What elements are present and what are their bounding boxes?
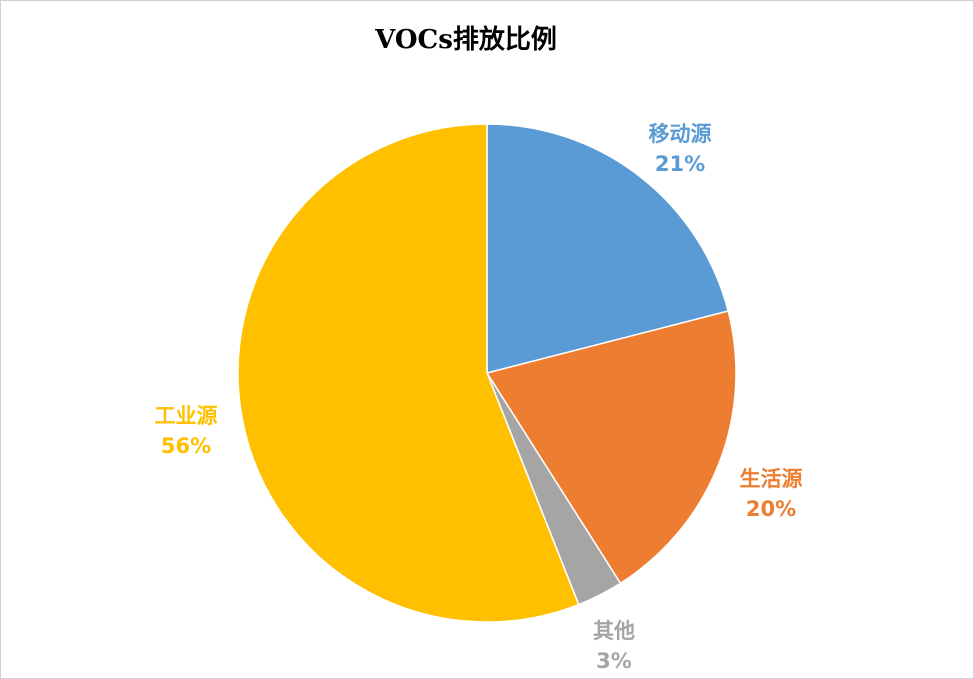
data-label-percent: 20% — [746, 497, 796, 521]
data-label-percent: 21% — [655, 152, 705, 176]
pie-slice-1 — [486, 123, 730, 374]
data-label-name: 工业源 — [155, 404, 218, 428]
pie-slice-2 — [485, 310, 737, 585]
pie-slice-4 — [237, 123, 580, 623]
data-label-name: 移动源 — [649, 122, 712, 146]
data-label-percent: 3% — [596, 649, 632, 673]
data-label-name: 其他 — [593, 619, 635, 643]
data-label-percent: 56% — [161, 434, 211, 458]
data-label-name: 生活源 — [740, 467, 803, 491]
chart-title: VOCs排放比例 — [375, 25, 557, 55]
